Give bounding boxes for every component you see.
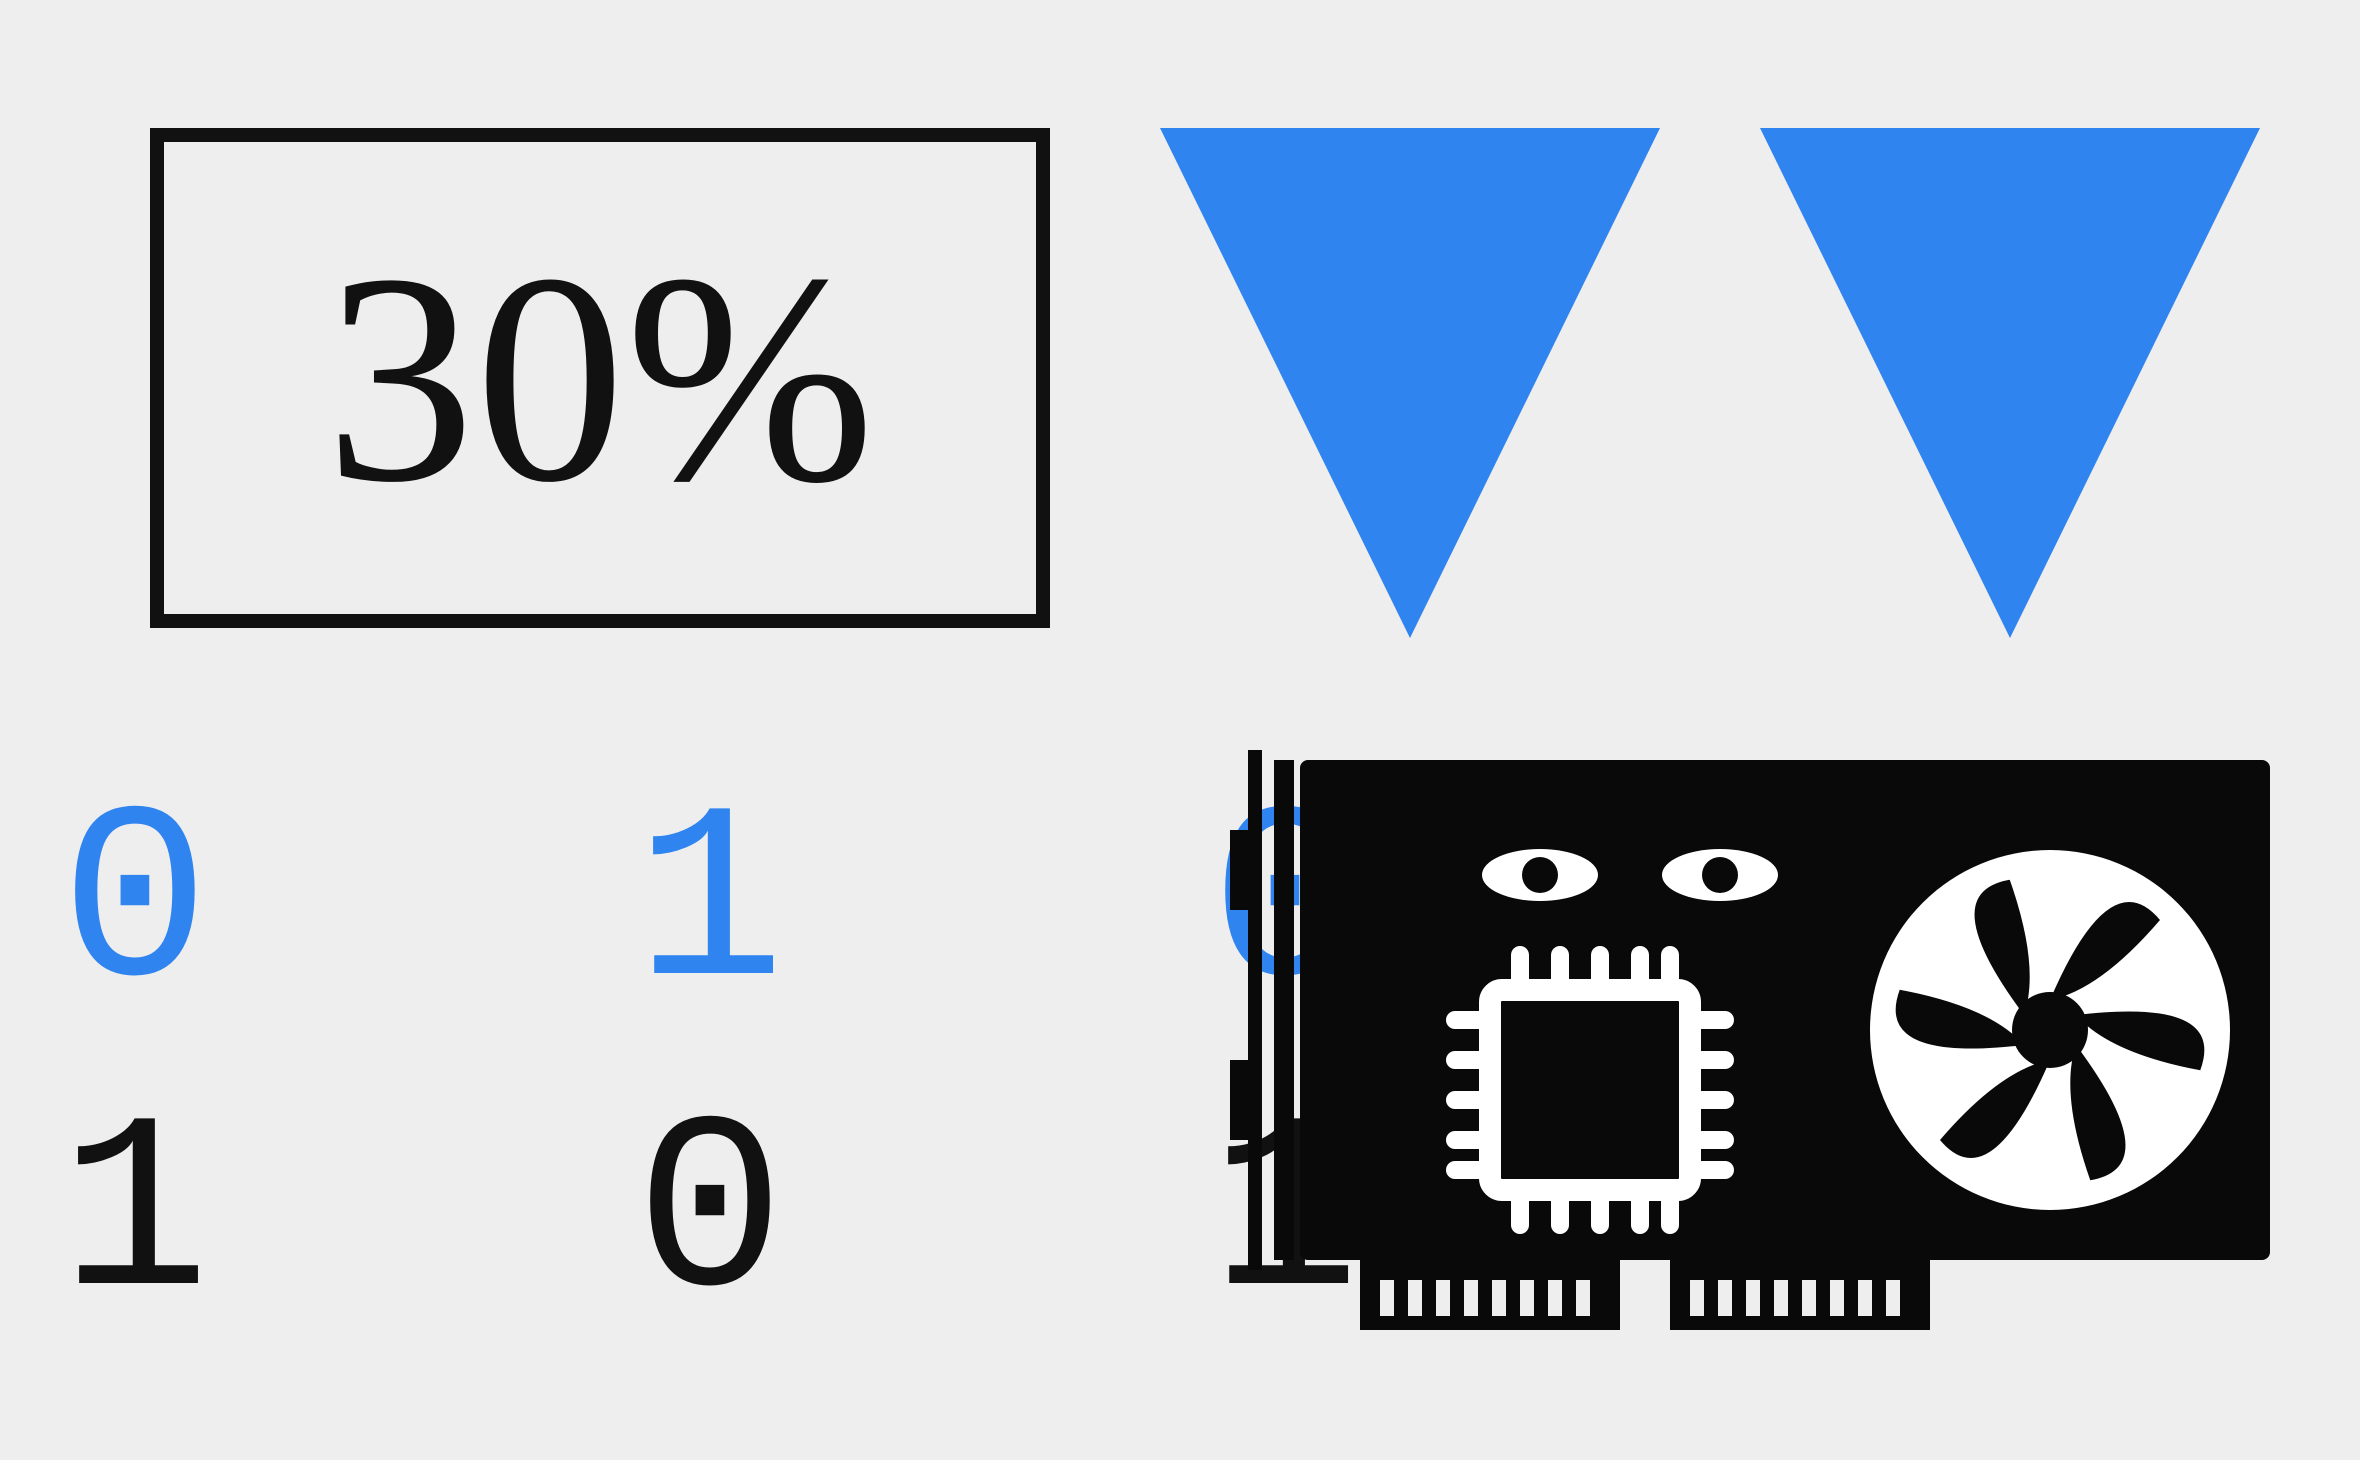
down-triangle-icon [1160, 128, 1660, 638]
gpu-card-icon [1230, 740, 2290, 1380]
down-triangles-group [1160, 128, 2260, 638]
percent-text: 30% [325, 228, 875, 528]
percent-box: 30% [150, 128, 1050, 628]
down-triangle-icon [1760, 128, 2260, 638]
